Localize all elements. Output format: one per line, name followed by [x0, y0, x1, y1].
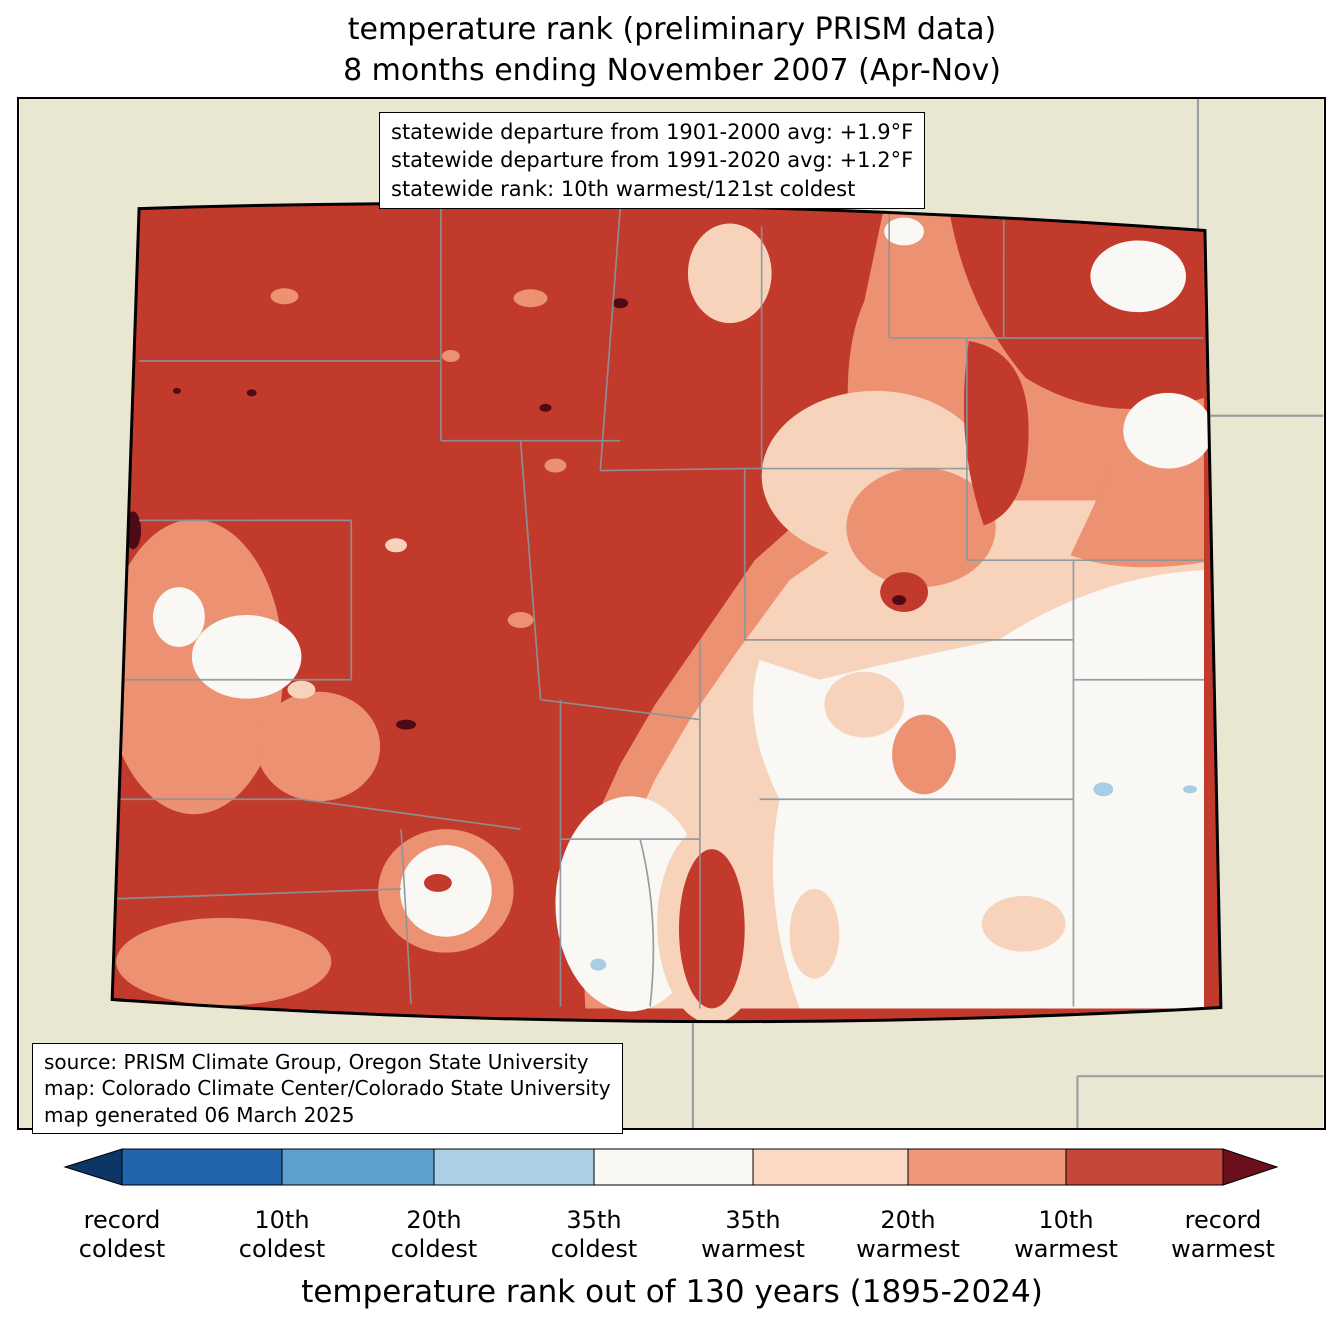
- temperature-rank-colorbar: [63, 1148, 1279, 1186]
- colorbar-label-10th-warmest: 10th warmest: [1014, 1206, 1118, 1264]
- page-title: temperature rank (preliminary PRISM data…: [0, 10, 1344, 91]
- colorbar-segment-5: [752, 1148, 909, 1186]
- colorado-map: [19, 99, 1324, 1128]
- map-panel: statewide departure from 1901-2000 avg: …: [17, 97, 1326, 1135]
- neighbor-state-lines: [691, 99, 1324, 1128]
- title-line-2: 8 months ending November 2007 (Apr-Nov): [343, 52, 1001, 88]
- colorbar-label-35th-coldest: 35th coldest: [550, 1206, 638, 1264]
- stats-line-3: statewide rank: 10th warmest/121st colde…: [391, 176, 856, 201]
- colorbar-label-20th-coldest: 20th coldest: [390, 1206, 478, 1264]
- stats-line-1: statewide departure from 1901-2000 avg: …: [391, 120, 914, 144]
- source-line-3: map generated 06 March 2025: [44, 1102, 355, 1127]
- colorbar-label-record-warmest: record warmest: [1171, 1206, 1275, 1264]
- colorbar-segment-3: [433, 1148, 595, 1186]
- colorbar-segment-6: [907, 1148, 1067, 1186]
- temperature-rank-fills: [112, 203, 1221, 1022]
- colorbar-label-record-coldest: record coldest: [78, 1206, 166, 1264]
- colorbar-label-10th-coldest: 10th coldest: [238, 1206, 326, 1264]
- colorbar-segment-1: [121, 1148, 283, 1186]
- stats-line-2: statewide departure from 1991-2020 avg: …: [391, 148, 914, 173]
- source-credit-box: source: PRISM Climate Group, Oregon Stat…: [32, 1043, 623, 1135]
- statewide-stats-box: statewide departure from 1901-2000 avg: …: [379, 112, 926, 210]
- colorbar-arrow-record-coldest: [63, 1148, 123, 1186]
- source-line-1: source: PRISM Climate Group, Oregon Stat…: [44, 1050, 589, 1074]
- source-line-2: map: Colorado Climate Center/Colorado St…: [44, 1076, 611, 1101]
- colorbar-label-35th-warmest: 35th warmest: [701, 1206, 805, 1264]
- colorbar-segment-7: [1065, 1148, 1224, 1186]
- colorbar-segment-4: [593, 1148, 754, 1186]
- colorbar-segment-2: [281, 1148, 435, 1186]
- colorbar-label-20th-warmest: 20th warmest: [856, 1206, 960, 1264]
- colorbar-axis-title: temperature rank out of 130 years (1895-…: [301, 1274, 1043, 1310]
- colorbar-arrow-record-warmest: [1222, 1148, 1279, 1186]
- county-lines: [112, 208, 1204, 1009]
- title-line-1: temperature rank (preliminary PRISM data…: [347, 12, 997, 47]
